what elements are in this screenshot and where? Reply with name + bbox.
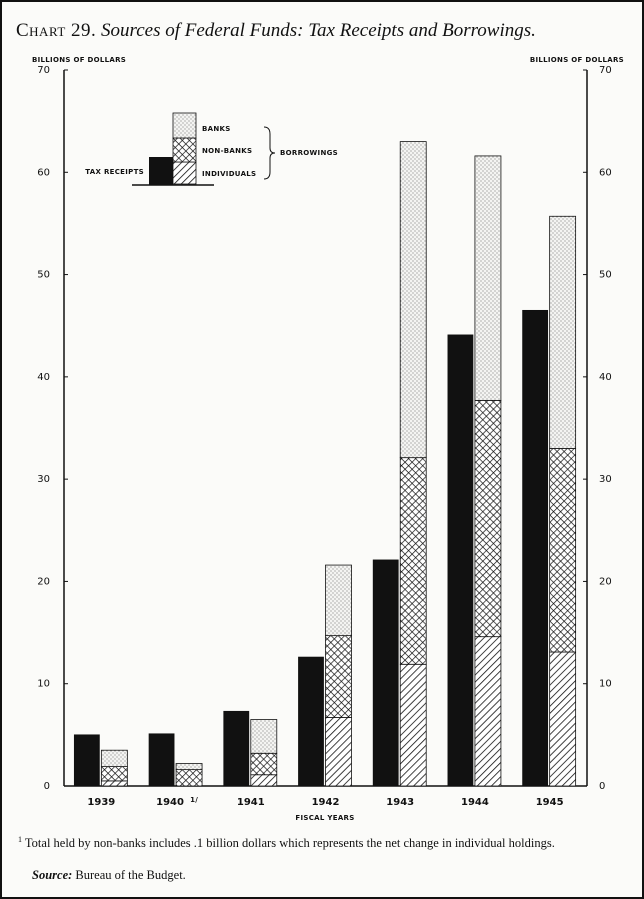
source-text: Bureau of the Budget. <box>75 868 186 882</box>
legend-swatch <box>172 161 197 185</box>
bar <box>522 309 549 787</box>
bar-segment <box>474 636 502 787</box>
legend-swatch <box>172 112 197 139</box>
x-axis-label: FISCAL YEARS <box>295 814 354 822</box>
source-label: Source: <box>32 868 73 882</box>
y-tick-label: 40 <box>37 372 50 383</box>
bar-segment <box>325 717 352 787</box>
x-tick-label: 1945 <box>536 797 564 808</box>
y-tick-label: 30 <box>37 474 50 485</box>
y2-tick-label: 20 <box>599 576 612 587</box>
y-tick-label: 0 <box>44 781 50 792</box>
y-tick-label: 10 <box>37 679 50 690</box>
x-tick-label: 1941 <box>237 797 265 808</box>
bar-segment <box>250 774 278 787</box>
bar-segment <box>100 766 128 782</box>
bar-segment <box>399 141 427 459</box>
bar-segment <box>175 763 203 771</box>
y-tick-label: 60 <box>37 167 50 178</box>
bar-segment <box>100 749 128 767</box>
bar-segment <box>325 635 352 718</box>
y2-tick-label: 0 <box>599 781 605 792</box>
footnote: 1 Total held by non-banks includes .1 bi… <box>18 832 628 851</box>
y-tick-label: 70 <box>37 65 50 76</box>
bar-segment <box>474 155 502 401</box>
bar-segment <box>175 769 203 787</box>
legend-label: NON-BANKS <box>202 147 252 155</box>
x-tick-label: 1943 <box>386 797 414 808</box>
bar-segment <box>549 215 577 449</box>
legend-label: INDIVIDUALS <box>202 170 256 178</box>
bar-segment <box>325 564 352 637</box>
y2-tick-label: 50 <box>599 270 612 281</box>
x-tick-note: 1/ <box>190 796 198 804</box>
legend-group-label: BORROWINGS <box>280 149 338 157</box>
y2-tick-label: 60 <box>599 167 612 178</box>
bar-segment <box>399 663 427 787</box>
y2-axis-label: BILLIONS OF DOLLARS <box>530 56 624 64</box>
x-tick-label: 1944 <box>461 797 489 808</box>
bar <box>298 656 324 787</box>
bar <box>447 334 474 787</box>
legend-brace <box>263 126 276 180</box>
chart: BILLIONS OF DOLLARS BILLIONS OF DOLLARS … <box>32 56 624 822</box>
x-tick-label: 1940 <box>156 797 184 808</box>
source: Source: Bureau of the Budget. <box>32 868 186 883</box>
bar <box>372 559 399 787</box>
x-tick-label: 1939 <box>87 797 115 808</box>
bar-segment <box>250 752 278 776</box>
footnote-text: Total held by non-banks includes .1 bill… <box>24 836 555 851</box>
title: Chart 29. Sources of Federal Funds: Tax … <box>16 20 536 42</box>
legend-label: BANKS <box>202 125 231 133</box>
bar <box>223 710 250 787</box>
bar <box>148 733 175 787</box>
y-axis-label: BILLIONS OF DOLLARS <box>32 56 126 64</box>
y-tick-label: 50 <box>37 270 50 281</box>
bar-segment <box>549 448 577 653</box>
bar-segment <box>250 719 278 754</box>
x-tick-label: 1942 <box>312 797 340 808</box>
legend-swatch <box>172 137 197 163</box>
bar-segment <box>399 457 427 665</box>
bar-segment <box>100 780 128 787</box>
y2-tick-label: 30 <box>599 474 612 485</box>
y2-tick-label: 40 <box>599 372 612 383</box>
bar-segment <box>474 399 502 638</box>
y2-tick-label: 70 <box>599 65 612 76</box>
bar-segment <box>549 651 577 787</box>
bar <box>73 734 100 787</box>
title-text: Sources of Federal Funds: Tax Receipts a… <box>101 20 536 41</box>
y2-tick-label: 10 <box>599 679 612 690</box>
legend-swatch <box>149 157 173 185</box>
title-number: Chart 29. <box>16 20 97 41</box>
footnote-mark: 1 <box>18 835 22 844</box>
legend-label: TAX RECEIPTS <box>85 168 144 176</box>
y-tick-label: 20 <box>37 576 50 587</box>
